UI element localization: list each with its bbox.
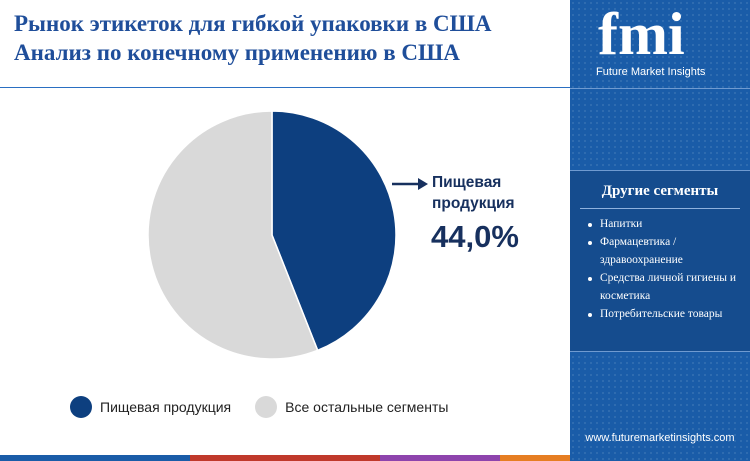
title-line-1: Рынок этикеток для гибкой упаковки в США bbox=[14, 11, 492, 36]
page-title: Рынок этикеток для гибкой упаковки в США… bbox=[14, 9, 569, 67]
callout-label-line-1: Пищевая bbox=[432, 174, 502, 191]
callout-label: Пищевая продукция bbox=[432, 172, 515, 214]
accent-segment-orange bbox=[500, 455, 570, 461]
accent-segment-red bbox=[190, 455, 380, 461]
fmi-logo: fmi bbox=[598, 8, 685, 60]
legend-item-other: Все остальные сегменты bbox=[255, 396, 448, 418]
accent-segment-purple bbox=[380, 455, 500, 461]
other-segments-panel: Другие сегменты Напитки Фармацевтика / з… bbox=[570, 170, 750, 352]
segments-title-rule bbox=[580, 208, 740, 209]
callout-label-line-2: продукция bbox=[432, 195, 515, 212]
logo-text: fmi bbox=[598, 8, 685, 60]
segments-title: Другие сегменты bbox=[601, 183, 719, 199]
pie-chart bbox=[147, 110, 397, 360]
legend-item-food: Пищевая продукция bbox=[70, 396, 231, 418]
accent-segment-blue bbox=[0, 455, 190, 461]
legend-swatch-food bbox=[70, 396, 92, 418]
title-line-2: Анализ по конечному применению в США bbox=[14, 40, 460, 65]
pie-slice-food bbox=[271, 110, 397, 352]
legend-swatch-other bbox=[255, 396, 278, 418]
chart-legend: Пищевая продукция Все остальные сегменты bbox=[70, 396, 472, 418]
segments-list: Напитки Фармацевтика / здравоохранение С… bbox=[586, 215, 744, 323]
sidebar: fmi Future Market Insights Другие сегмен… bbox=[570, 0, 750, 461]
callout-value: 44,0% bbox=[431, 219, 519, 254]
legend-label-food: Пищевая продукция bbox=[100, 399, 232, 415]
callout-arrow-icon bbox=[392, 178, 428, 190]
logo-subtitle: Future Market Insights bbox=[596, 66, 706, 78]
bottom-accent-bar bbox=[0, 455, 570, 461]
website-link[interactable]: www.futuremarketinsights.com bbox=[585, 432, 735, 444]
segment-item: Средства личной гигиены и косметика bbox=[586, 269, 744, 305]
legend-label-other: Все остальные сегменты bbox=[285, 399, 449, 415]
title-divider bbox=[0, 87, 570, 88]
pie-slice-other bbox=[147, 110, 319, 360]
segment-item: Напитки bbox=[586, 215, 744, 233]
sidebar-divider bbox=[570, 88, 750, 89]
segment-item: Фармацевтика / здравоохранение bbox=[586, 233, 744, 269]
segment-item: Потребительские товары bbox=[586, 305, 744, 323]
